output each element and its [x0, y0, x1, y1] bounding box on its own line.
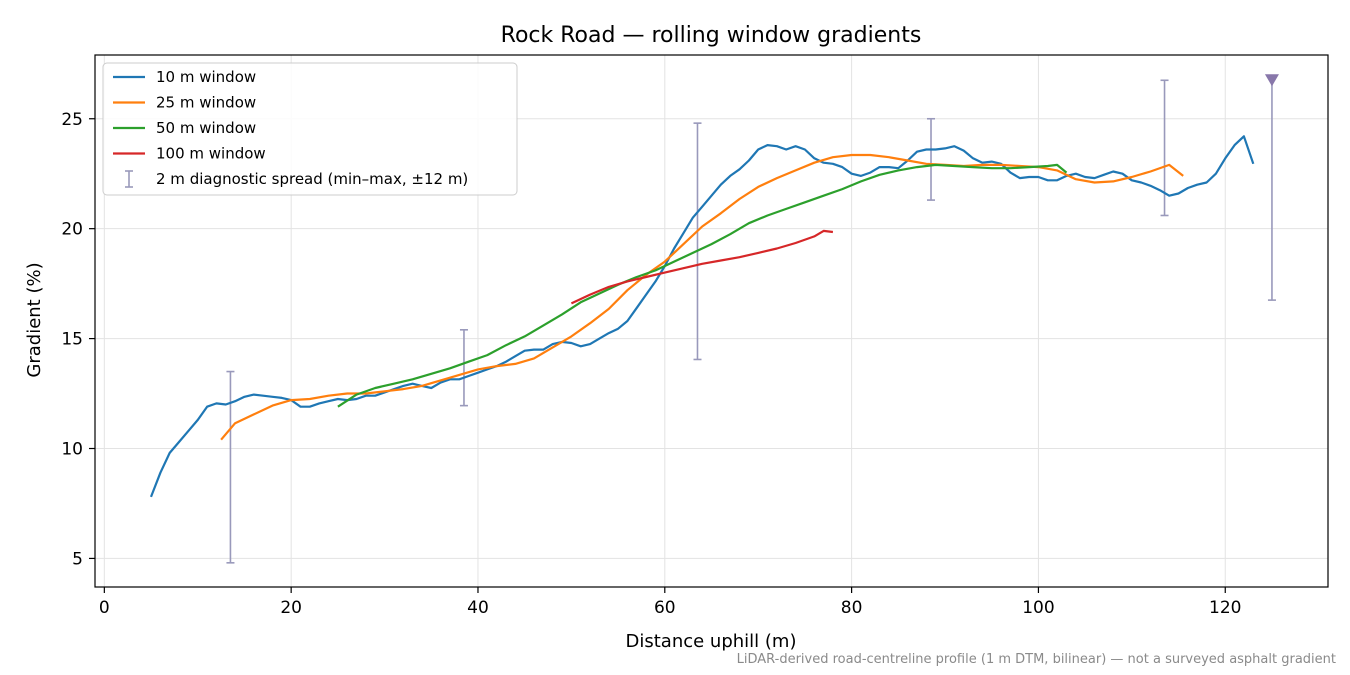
y-tick-label: 20 [61, 220, 83, 240]
x-tick-label: 120 [1209, 598, 1241, 618]
legend-label: 100 m window [156, 145, 266, 163]
y-tick-label: 15 [61, 330, 83, 350]
clip-markers [1264, 74, 1279, 87]
x-tick-label: 100 [1022, 598, 1054, 618]
x-tick-label: 20 [280, 598, 302, 618]
y-tick-label: 25 [61, 110, 83, 130]
x-tick-label: 60 [654, 598, 676, 618]
series-line-50-m-window [337, 163, 1068, 408]
legend-label: 50 m window [156, 119, 256, 137]
x-tick-label: 80 [841, 598, 863, 618]
y-axis-ticks: 5 10 15 20 25 [61, 110, 95, 569]
legend-label: 25 m window [156, 94, 256, 112]
y-tick-label: 5 [72, 549, 83, 569]
chart-title: Rock Road — rolling window gradients [501, 23, 922, 48]
x-tick-label: 0 [99, 598, 110, 618]
y-tick-label: 10 [61, 440, 83, 460]
legend: 10 m window 25 m window 50 m window 100 m w… [102, 62, 518, 196]
plot-frame [94, 54, 1329, 588]
x-axis-ticks: 0 20 40 60 80 100 120 [99, 587, 1241, 618]
footnote-caption: LiDAR-derived road-centreline profile (1… [736, 652, 1336, 667]
legend-label: 2 m diagnostic spread (min–max, ±12 m) [156, 170, 468, 188]
series-line-100-m-window [570, 229, 834, 305]
legend-label: 10 m window [156, 68, 256, 86]
series-lines [149, 135, 1255, 498]
y-axis-label: Gradient (%) [24, 262, 45, 377]
x-axis-label: Distance uphill (m) [626, 631, 797, 652]
legend-box [102, 62, 518, 196]
x-tick-label: 40 [467, 598, 489, 618]
clipped-top-marker [1264, 74, 1279, 87]
